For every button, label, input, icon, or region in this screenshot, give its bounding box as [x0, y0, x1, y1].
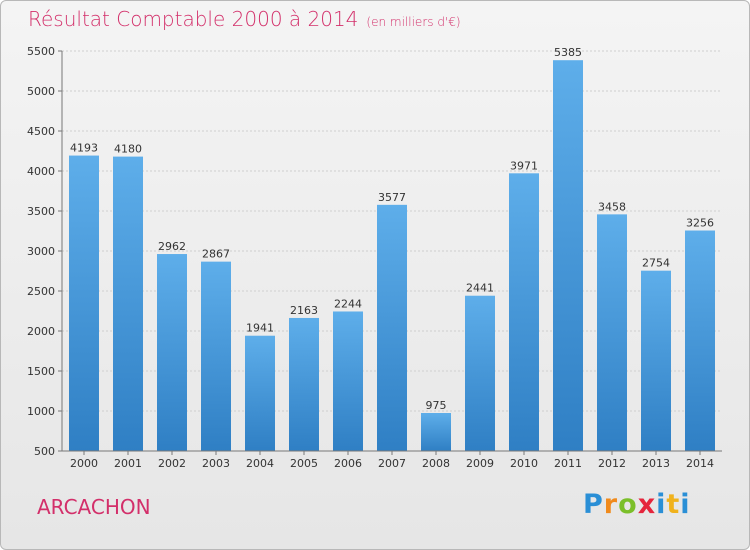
x-tick-label: 2004: [246, 457, 274, 470]
y-tick-label: 3000: [27, 245, 55, 258]
bar: [641, 270, 671, 451]
logo-letter: P: [583, 489, 604, 520]
x-tick-label: 2011: [554, 457, 582, 470]
bar: [465, 295, 495, 451]
logo-letter: r: [603, 489, 619, 520]
logo-letter: t: [666, 489, 681, 520]
value-label: 3458: [598, 200, 626, 213]
chart-subtitle: (en milliers d'€): [366, 15, 461, 29]
y-tick-label: 5500: [27, 45, 55, 58]
value-label: 2867: [202, 248, 230, 261]
x-tick-label: 2000: [70, 457, 98, 470]
value-label: 2441: [466, 282, 494, 295]
value-label: 4180: [114, 143, 142, 156]
title-text: Résultat Comptable 2000 à 2014: [28, 7, 359, 31]
value-label: 3971: [510, 159, 538, 172]
logo-letter: i: [680, 489, 691, 520]
bar: [69, 155, 99, 451]
value-label: 1941: [246, 322, 274, 335]
bar: [245, 335, 275, 451]
bar: [333, 311, 363, 451]
x-tick-label: 2012: [598, 457, 626, 470]
y-tick-label: 4000: [27, 165, 55, 178]
axes: [61, 51, 722, 452]
chart-title: Résultat Comptable 2000 à 2014 (en millie…: [28, 7, 461, 31]
logo-letter: o: [618, 489, 638, 520]
value-label: 975: [426, 399, 447, 412]
city-name: ARCACHON: [37, 495, 151, 519]
x-tick-label: 2007: [378, 457, 406, 470]
y-tick-label: 2000: [27, 325, 55, 338]
x-tick-label: 2002: [158, 457, 186, 470]
bar: [113, 156, 143, 451]
y-tick-label: 2500: [27, 285, 55, 298]
x-tick-label: 2014: [686, 457, 714, 470]
y-tick-label: 1500: [27, 365, 55, 378]
y-tick-label: 5000: [27, 85, 55, 98]
value-label: 2244: [334, 297, 362, 310]
x-tick-label: 2010: [510, 457, 538, 470]
y-tick-label: 1000: [27, 405, 55, 418]
x-tick-label: 2009: [466, 457, 494, 470]
y-tick-label: 3500: [27, 205, 55, 218]
logo-letter: i: [656, 489, 667, 520]
x-tick-label: 2005: [290, 457, 318, 470]
x-tick-label: 2003: [202, 457, 230, 470]
x-tick-label: 2013: [642, 457, 670, 470]
logo-letter: x: [637, 489, 657, 520]
y-axis-ticks: 500 1000 1500 2000 2500 3000 3500 4000 4500 5000 5…: [27, 45, 62, 458]
bar: [201, 261, 231, 451]
y-tick-label: 500: [34, 445, 55, 458]
x-tick-label: 2008: [422, 457, 450, 470]
value-label: 2962: [158, 240, 186, 253]
x-tick-label: 2006: [334, 457, 362, 470]
bar: [289, 317, 319, 451]
bar: [157, 254, 187, 451]
value-label: 5385: [554, 46, 582, 59]
bar: [597, 214, 627, 451]
bars: [69, 60, 715, 451]
value-label: 2754: [642, 257, 670, 270]
bar: [509, 173, 539, 451]
value-label: 3577: [378, 191, 406, 204]
x-tick-label: 2001: [114, 457, 142, 470]
value-label: 3256: [686, 217, 714, 230]
x-axis-ticks: 2000 2001 2002 2003 2004 2005 2006 2007 2008 2009…: [70, 451, 714, 470]
proxiti-logo: Proxiti: [583, 489, 691, 520]
y-tick-label: 4500: [27, 125, 55, 138]
bar: [553, 60, 583, 451]
bar: [377, 204, 407, 451]
bar: [685, 230, 715, 451]
value-label: 2163: [290, 304, 318, 317]
value-label: 4193: [70, 142, 98, 155]
value-labels: 4193 4180 2962 2867 1941 2163 2244 3577 975 2441 3…: [70, 46, 714, 412]
bar: [421, 413, 451, 451]
